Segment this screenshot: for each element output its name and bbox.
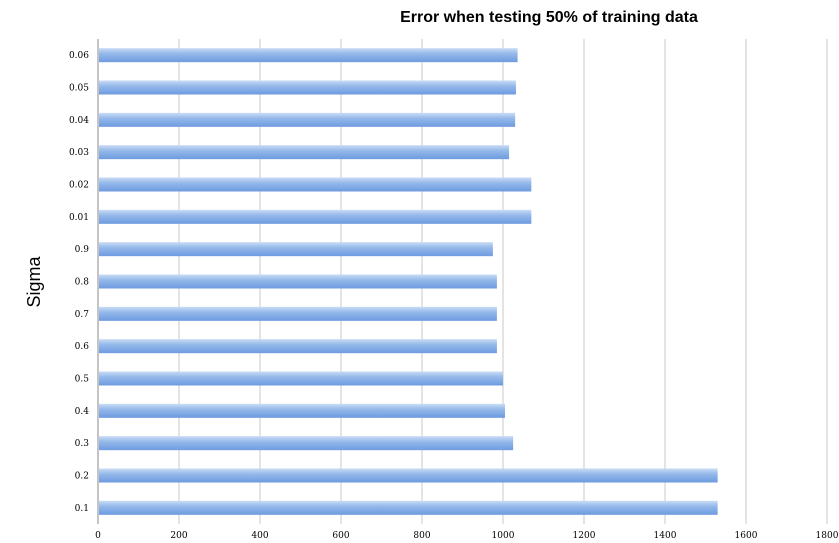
bar-0.9 bbox=[99, 242, 493, 257]
y-tick-label-0.8: 0.8 bbox=[75, 278, 90, 288]
y-axis-label: Sigma bbox=[24, 256, 44, 308]
bar-0.1 bbox=[99, 500, 718, 515]
y-tick-label-0.9: 0.9 bbox=[75, 245, 90, 255]
bar-0.04 bbox=[99, 112, 516, 127]
y-tick-label-0.2: 0.2 bbox=[75, 472, 89, 482]
bars bbox=[99, 48, 718, 515]
x-tick-label-1200: 1200 bbox=[573, 531, 596, 541]
bar-0.02 bbox=[99, 177, 532, 192]
bar-0.7 bbox=[99, 306, 497, 321]
y-tick-label-0.04: 0.04 bbox=[69, 116, 89, 126]
x-tick-label-1600: 1600 bbox=[735, 531, 758, 541]
y-tick-label-0.01: 0.01 bbox=[69, 213, 89, 223]
x-tick-label-400: 400 bbox=[251, 531, 268, 541]
y-tick-labels: 0.1 0.2 0.3 0.4 0.5 0.6 0.7 0.8 0.9 0.01 0.02 0.03 0… bbox=[69, 51, 89, 514]
y-tick-label-0.06: 0.06 bbox=[69, 51, 89, 61]
y-tick-label-0.6: 0.6 bbox=[75, 342, 90, 352]
bar-0.5 bbox=[99, 371, 503, 386]
chart-title: Error when testing 50% of training data bbox=[400, 9, 698, 26]
y-tick-label-0.03: 0.03 bbox=[69, 148, 89, 158]
x-tick-label-800: 800 bbox=[413, 531, 430, 541]
bar-0.8 bbox=[99, 274, 497, 289]
y-tick-label-0.02: 0.02 bbox=[69, 181, 89, 191]
x-tick-label-200: 200 bbox=[170, 531, 187, 541]
bar-0.2 bbox=[99, 468, 718, 483]
bar-0.01 bbox=[99, 209, 532, 224]
bar-0.4 bbox=[99, 403, 506, 418]
bar-0.3 bbox=[99, 436, 514, 451]
y-tick-label-0.3: 0.3 bbox=[75, 439, 90, 449]
y-tick-label-0.5: 0.5 bbox=[75, 375, 90, 385]
x-tick-label-1800: 1800 bbox=[816, 531, 839, 541]
y-tick-label-0.05: 0.05 bbox=[69, 84, 89, 94]
x-tick-label-1000: 1000 bbox=[492, 531, 515, 541]
x-tick-labels: 0 200 400 600 800 1000 1200 1400 1600 1800 bbox=[95, 531, 839, 541]
bar-0.05 bbox=[99, 80, 516, 95]
bar-0.03 bbox=[99, 145, 510, 160]
y-tick-label-0.4: 0.4 bbox=[75, 407, 90, 417]
bar-0.06 bbox=[99, 48, 518, 63]
x-tick-label-600: 600 bbox=[332, 531, 349, 541]
x-tick-label-0: 0 bbox=[95, 531, 101, 541]
y-tick-label-0.7: 0.7 bbox=[75, 310, 90, 320]
y-tick-label-0.1: 0.1 bbox=[75, 504, 89, 514]
bar-0.6 bbox=[99, 339, 497, 354]
x-tick-label-1400: 1400 bbox=[654, 531, 677, 541]
